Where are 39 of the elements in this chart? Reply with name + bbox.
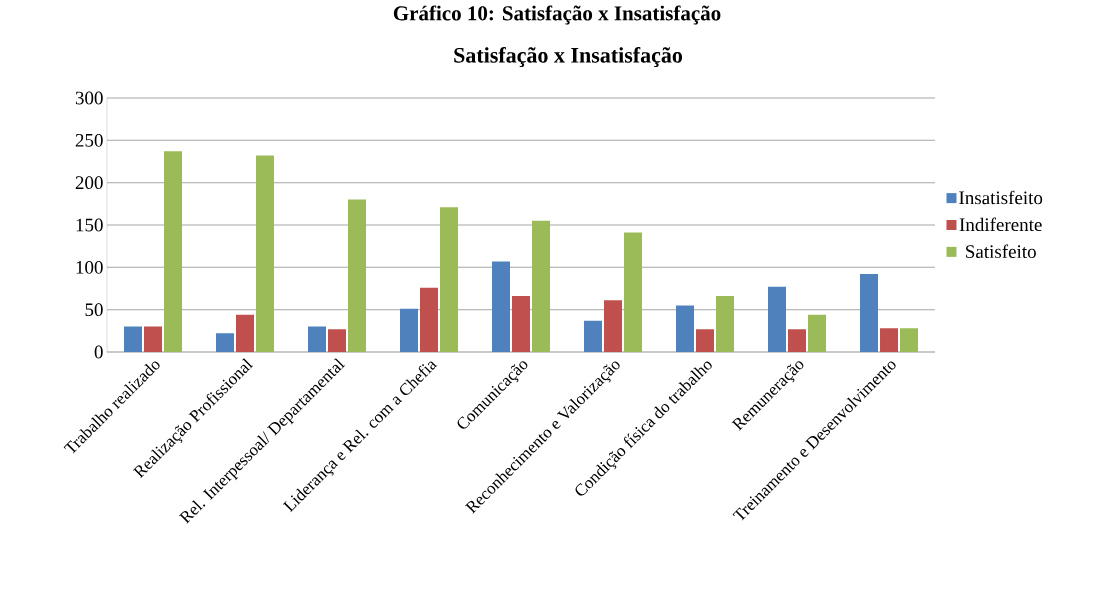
bar	[604, 300, 623, 352]
bar	[236, 314, 254, 352]
y-tick-label: 150	[76, 218, 103, 232]
bar	[860, 274, 879, 352]
bar	[716, 296, 735, 352]
legend-label: Satisfeito	[966, 244, 1036, 258]
bar	[216, 333, 234, 352]
bar	[808, 314, 827, 352]
chart-subtitle: Satisfação x Insatisfação	[454, 46, 683, 67]
bar	[164, 151, 182, 352]
bar	[440, 207, 459, 352]
bar	[400, 308, 418, 352]
legend-label: Indiferente	[959, 217, 1042, 232]
bar	[900, 328, 919, 352]
y-tick-label: 100	[76, 260, 103, 274]
bar	[768, 286, 787, 352]
y-tick-label: 0	[94, 345, 103, 359]
legend-label: Insatisfeito	[959, 190, 1043, 205]
bar	[880, 328, 899, 352]
bar	[144, 326, 162, 352]
y-tick-label: 250	[75, 133, 103, 147]
bar	[308, 326, 326, 352]
bar	[584, 320, 603, 352]
bar	[676, 305, 695, 352]
bar	[124, 326, 142, 352]
bar	[256, 155, 275, 352]
bar	[420, 287, 439, 352]
bar	[492, 261, 511, 352]
y-tick-label: 200	[75, 176, 103, 190]
bar	[348, 199, 367, 352]
bar	[696, 329, 715, 352]
chart-title: Gráfico 10: Satisfação x Insatisfação	[393, 5, 721, 25]
bar	[788, 329, 807, 352]
y-tick-label: 50	[85, 303, 103, 317]
bar	[512, 296, 531, 352]
bar	[532, 220, 551, 352]
bar	[328, 329, 347, 352]
y-tick-label: 300	[75, 91, 103, 105]
bar	[624, 232, 643, 352]
